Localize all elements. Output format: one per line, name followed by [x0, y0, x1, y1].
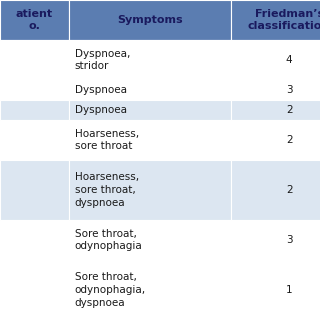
Text: Sore throat,
odynophagia,
dyspnoea: Sore throat, odynophagia, dyspnoea [75, 272, 146, 308]
Bar [231, 0, 320, 40]
Text: 3: 3 [286, 85, 292, 95]
Bar [231, 100, 320, 120]
Bar [0, 100, 69, 120]
Bar [69, 260, 231, 320]
Text: 2: 2 [286, 185, 292, 195]
Bar [0, 220, 69, 260]
Bar [231, 260, 320, 320]
Bar [0, 260, 69, 320]
Bar [231, 40, 320, 80]
Text: atient
o.: atient o. [16, 9, 53, 31]
Bar [0, 120, 69, 160]
Bar [0, 160, 69, 220]
Text: Sore throat,
odynophagia: Sore throat, odynophagia [75, 228, 143, 252]
Text: Friedman’s
classification: Friedman’s classification [248, 9, 320, 31]
Bar [69, 40, 231, 80]
Bar [0, 40, 69, 80]
Bar [231, 160, 320, 220]
Bar [231, 220, 320, 260]
Text: 4: 4 [286, 55, 292, 65]
Bar [231, 80, 320, 100]
Text: Dyspnoea: Dyspnoea [75, 85, 127, 95]
Text: Symptoms: Symptoms [117, 15, 183, 25]
Bar [69, 0, 231, 40]
Bar [0, 80, 69, 100]
Text: 2: 2 [286, 135, 292, 145]
Text: Dyspnoea,
stridor: Dyspnoea, stridor [75, 49, 130, 71]
Bar [231, 120, 320, 160]
Text: 3: 3 [286, 235, 292, 245]
Bar [69, 120, 231, 160]
Bar [69, 160, 231, 220]
Text: 2: 2 [286, 105, 292, 115]
Bar [0, 0, 69, 40]
Bar [69, 100, 231, 120]
Text: Hoarseness,
sore throat,
dyspnoea: Hoarseness, sore throat, dyspnoea [75, 172, 139, 208]
Bar [69, 80, 231, 100]
Text: 1: 1 [286, 285, 292, 295]
Text: Hoarseness,
sore throat: Hoarseness, sore throat [75, 129, 139, 151]
Text: Dyspnoea: Dyspnoea [75, 105, 127, 115]
Bar [69, 220, 231, 260]
